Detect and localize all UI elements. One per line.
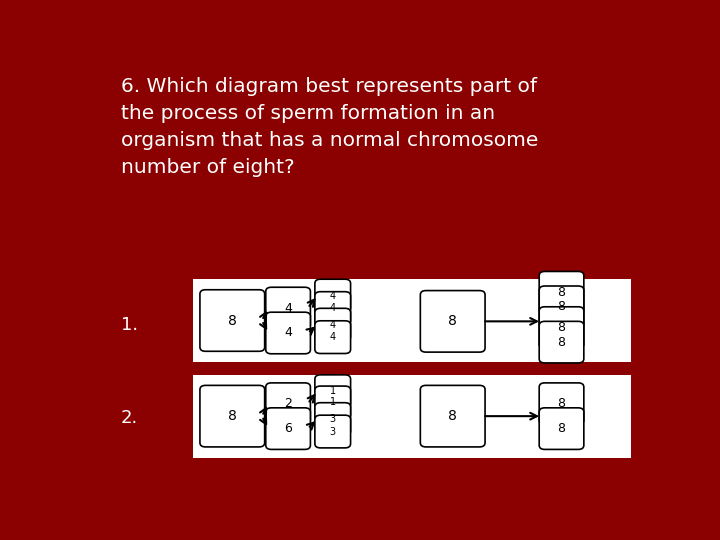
FancyBboxPatch shape (315, 308, 351, 341)
FancyBboxPatch shape (200, 290, 265, 352)
FancyBboxPatch shape (266, 383, 310, 424)
FancyBboxPatch shape (266, 408, 310, 449)
Text: 1: 1 (330, 386, 336, 396)
Text: 8: 8 (557, 397, 565, 410)
FancyBboxPatch shape (539, 286, 584, 328)
Text: 8: 8 (557, 422, 565, 435)
Text: 8: 8 (228, 314, 237, 328)
Bar (193, 375, 411, 458)
FancyBboxPatch shape (315, 279, 351, 312)
Text: 1.: 1. (121, 316, 138, 334)
FancyBboxPatch shape (420, 386, 485, 447)
Text: 6: 6 (284, 422, 292, 435)
FancyBboxPatch shape (315, 415, 351, 448)
Text: 8: 8 (557, 336, 565, 349)
Text: 4: 4 (330, 291, 336, 301)
Text: 3.: 3. (390, 316, 407, 334)
Text: 4: 4 (284, 327, 292, 340)
FancyBboxPatch shape (539, 307, 584, 348)
Text: 2: 2 (284, 397, 292, 410)
Text: 4: 4 (330, 332, 336, 342)
FancyBboxPatch shape (266, 312, 310, 354)
Text: 8: 8 (557, 300, 565, 313)
Text: number of eight?: number of eight? (121, 158, 294, 177)
Text: 8: 8 (449, 409, 457, 423)
Text: 8: 8 (557, 286, 565, 299)
Text: 4: 4 (330, 320, 336, 330)
Text: 2.: 2. (121, 409, 138, 427)
Text: 1: 1 (330, 397, 336, 407)
FancyBboxPatch shape (315, 321, 351, 354)
Text: organism that has a normal chromosome: organism that has a normal chromosome (121, 131, 538, 150)
FancyBboxPatch shape (315, 292, 351, 325)
Text: 4: 4 (284, 301, 292, 314)
FancyBboxPatch shape (200, 386, 265, 447)
Text: 4: 4 (330, 303, 336, 313)
FancyBboxPatch shape (539, 272, 584, 313)
FancyBboxPatch shape (266, 287, 310, 329)
Text: 3: 3 (330, 427, 336, 436)
Bar (411, 279, 631, 362)
FancyBboxPatch shape (539, 383, 584, 424)
FancyBboxPatch shape (315, 403, 351, 435)
FancyBboxPatch shape (315, 375, 351, 408)
Bar (411, 375, 631, 458)
Text: 6. Which diagram best represents part of: 6. Which diagram best represents part of (121, 77, 536, 96)
FancyBboxPatch shape (315, 386, 351, 419)
FancyBboxPatch shape (539, 408, 584, 449)
FancyBboxPatch shape (420, 291, 485, 352)
FancyBboxPatch shape (539, 321, 584, 363)
Bar (193, 279, 411, 362)
Text: 3: 3 (330, 414, 336, 424)
Text: the process of sperm formation in an: the process of sperm formation in an (121, 104, 495, 123)
Text: 8: 8 (228, 409, 237, 423)
Text: 8: 8 (449, 314, 457, 328)
Text: 4.: 4. (390, 409, 407, 427)
Text: 8: 8 (557, 321, 565, 334)
